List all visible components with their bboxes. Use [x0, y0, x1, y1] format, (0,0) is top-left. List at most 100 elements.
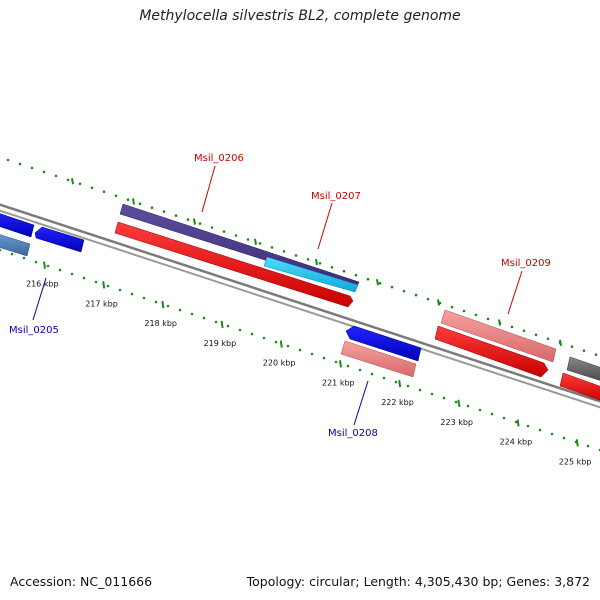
tick-label: 221 kbp: [322, 378, 355, 387]
tick-dot: [550, 432, 554, 436]
tick-dot: [526, 424, 530, 428]
tick-dot: [538, 428, 542, 432]
gene-gray-feature[interactable]: [566, 356, 600, 382]
tick-label: 218 kbp: [144, 319, 177, 328]
tick-dot: [214, 320, 218, 324]
tick-dot: [562, 436, 566, 440]
label-msil-0209: Msil_0209: [501, 258, 551, 269]
gene-msil-0209[interactable]: [440, 309, 557, 363]
tick-dot: [366, 277, 370, 281]
tick-dot: [70, 272, 74, 276]
tick-dot: [370, 372, 374, 376]
gene-reverse-blue-2[interactable]: [34, 226, 85, 253]
tick-label: 225 kbp: [559, 457, 592, 466]
major-tick-mark: [315, 258, 318, 266]
tick-dot: [142, 296, 146, 300]
gene-forward-red-2[interactable]: [434, 325, 549, 378]
tick-dot: [138, 202, 142, 205]
leader-line-0205: [32, 277, 47, 321]
tick-dot: [94, 280, 98, 284]
gene-msil-0207[interactable]: [263, 256, 359, 293]
tick-dot: [502, 416, 506, 420]
tick-dot: [382, 376, 386, 380]
genome-summary-text: Topology: circular; Length: 4,305,430 bp…: [246, 574, 590, 589]
tick-dot: [346, 364, 350, 368]
tick-dot: [354, 273, 358, 277]
tick-dot: [162, 210, 166, 213]
tick-dot: [102, 190, 106, 194]
tick-dot: [46, 264, 50, 268]
tick-dot: [234, 234, 238, 237]
tick-dot: [106, 284, 110, 288]
tick-dot: [166, 304, 170, 308]
tick-dot: [414, 293, 418, 297]
tick-label: 217 kbp: [85, 299, 118, 308]
tick-dot: [154, 300, 158, 304]
tick-dot: [210, 226, 214, 229]
tick-dot: [306, 258, 310, 261]
tick-dot: [394, 380, 398, 384]
tick-dot: [466, 404, 470, 408]
tick-dot: [490, 412, 494, 416]
tick-dot: [226, 324, 230, 328]
tick-dot: [318, 262, 322, 265]
tick-dot: [130, 292, 134, 296]
tick-dot: [238, 328, 242, 332]
tick-dot: [198, 222, 202, 225]
tick-dot: [462, 309, 466, 313]
tick-dot: [294, 254, 298, 257]
leader-line-0209: [507, 270, 523, 315]
map-title: Methylocella silvestris BL2, complete ge…: [139, 8, 461, 24]
major-tick-mark: [376, 279, 379, 286]
tick-dot: [510, 325, 514, 329]
tick-label: 216 kbp: [26, 280, 59, 289]
tick-dot: [454, 400, 458, 404]
gene-forward-red-1[interactable]: [114, 221, 354, 308]
tick-dot: [442, 396, 446, 400]
tick-label: 224 kbp: [500, 438, 533, 447]
major-tick-mark: [575, 439, 579, 447]
tick-dot: [546, 337, 550, 341]
tick-dot: [594, 353, 598, 357]
major-tick-mark: [498, 319, 501, 326]
tick-dot: [390, 285, 394, 289]
tick-dot: [246, 238, 250, 241]
backbone-line-upper: [0, 203, 600, 403]
tick-dot: [342, 269, 346, 273]
label-msil-0205: Msil_0205: [9, 325, 59, 336]
major-tick-mark: [43, 261, 46, 269]
tick-dot: [270, 246, 274, 249]
gene-reverse-blue-left[interactable]: [0, 212, 35, 238]
tick-dot: [222, 230, 226, 233]
major-tick-mark: [339, 360, 342, 368]
tick-dot: [406, 384, 410, 388]
tick-dot: [534, 333, 538, 337]
tick-dot: [118, 288, 122, 292]
major-tick-mark: [437, 299, 440, 306]
gene-msil-0205[interactable]: [0, 233, 31, 257]
tick-dot: [190, 312, 194, 316]
tick-dot: [358, 368, 362, 372]
tick-dot: [126, 198, 130, 201]
tick-dot: [202, 316, 206, 320]
tick-dot: [378, 281, 382, 285]
tick-dot: [522, 329, 526, 333]
tick-dot: [514, 420, 518, 424]
tick-dot: [474, 313, 478, 317]
gene-forward-red-3[interactable]: [559, 372, 600, 402]
tick-dot: [10, 252, 14, 256]
tick-dot: [34, 260, 38, 264]
tick-label: 223 kbp: [440, 418, 473, 427]
tick-dot: [286, 344, 290, 348]
label-msil-0207: Msil_0207: [311, 191, 361, 202]
gene-msil-0208[interactable]: [340, 340, 417, 378]
gene-reverse-blue-3[interactable]: [345, 325, 422, 362]
leader-line-0208: [353, 380, 369, 426]
tick-dot: [330, 266, 334, 269]
tick-dot: [186, 218, 190, 221]
label-msil-0206: Msil_0206: [194, 153, 244, 164]
gene-features: [0, 203, 600, 402]
tick-dot: [586, 444, 590, 448]
